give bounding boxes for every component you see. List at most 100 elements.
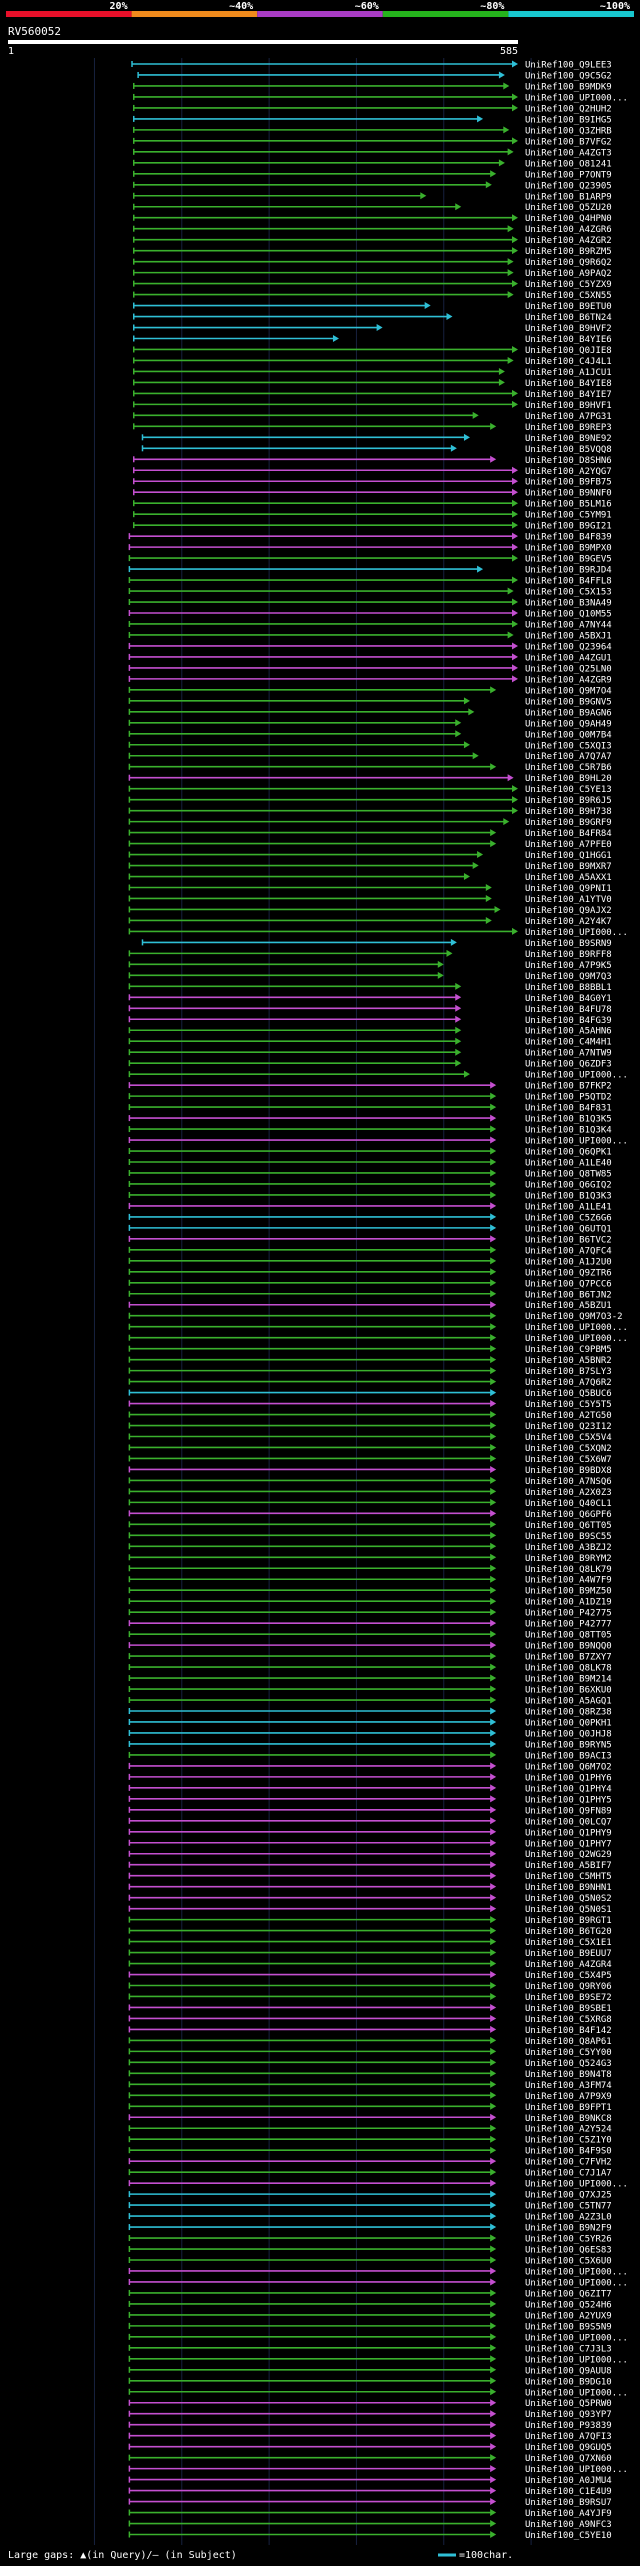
hit-label[interactable]: UniRef100_A5BNR2 — [525, 1356, 612, 1366]
hit-row[interactable]: UniRef100_B6TVC2 — [128, 1235, 612, 1245]
hit-label[interactable]: UniRef100_B9R6J5 — [525, 796, 612, 806]
hit-row[interactable]: UniRef100_Q6M7O2 — [128, 1762, 612, 1772]
hit-label[interactable]: UniRef100_Q1PHY7 — [525, 1839, 612, 1849]
hit-label[interactable]: UniRef100_UPI000... — [525, 2278, 628, 2288]
hit-row[interactable]: UniRef100_B9MPX0 — [128, 543, 612, 554]
hit-label[interactable]: UniRef100_P42777 — [525, 1620, 612, 1630]
hit-row[interactable]: UniRef100_B9MZ50 — [128, 1586, 612, 1597]
hit-label[interactable]: UniRef100_Q5PRW0 — [525, 2399, 612, 2409]
hit-label[interactable]: UniRef100_UPI000... — [525, 1323, 628, 1333]
hit-label[interactable]: UniRef100_Q9LEE3 — [525, 61, 612, 71]
hit-label[interactable]: UniRef100_B9MDK9 — [525, 82, 612, 92]
hit-row[interactable]: UniRef100_A7QFC4 — [128, 1246, 612, 1256]
hit-row[interactable]: UniRef100_A5BIF7 — [128, 1861, 612, 1871]
hit-label[interactable]: UniRef100_Q6UTQ1 — [525, 1224, 612, 1234]
hit-label[interactable]: UniRef100_Q3ZHRB — [525, 126, 612, 136]
hit-row[interactable]: UniRef100_Q93YP7 — [128, 2410, 612, 2420]
hit-row[interactable]: UniRef100_A4YJF9 — [128, 2509, 612, 2519]
hit-label[interactable]: UniRef100_B9SRN9 — [525, 939, 612, 949]
hit-row[interactable]: UniRef100_A2YQG7 — [133, 466, 612, 477]
hit-label[interactable]: UniRef100_Q9M7Q3 — [525, 972, 612, 982]
hit-label[interactable]: UniRef100_Q5ZU20 — [525, 203, 612, 213]
hit-row[interactable]: UniRef100_A7Q7A7 — [128, 752, 612, 762]
hit-row[interactable]: UniRef100_B9M214 — [128, 1674, 612, 1685]
hit-row[interactable]: UniRef100_C7J1A7 — [128, 2168, 612, 2179]
hit-row[interactable]: UniRef100_B9SBE1 — [128, 2003, 612, 2014]
hit-row[interactable]: UniRef100_C5X4P5 — [128, 1971, 612, 1981]
hit-label[interactable]: UniRef100_C5YE13 — [525, 785, 612, 795]
hit-row[interactable]: UniRef100_A1LE40 — [128, 1158, 612, 1169]
hit-row[interactable]: UniRef100_UPI000... — [128, 2355, 628, 2365]
hit-label[interactable]: UniRef100_Q1PHY4 — [525, 1784, 612, 1794]
hit-row[interactable]: UniRef100_P42775 — [128, 1608, 612, 1619]
hit-row[interactable]: UniRef100_C5XQI3 — [128, 741, 612, 751]
hit-row[interactable]: UniRef100_B4FR84 — [128, 829, 612, 839]
hit-label[interactable]: UniRef100_UPI000... — [525, 2180, 628, 2190]
hit-row[interactable]: UniRef100_A1LE41 — [128, 1202, 612, 1212]
hit-row[interactable]: UniRef100_B5VQQ8 — [141, 444, 612, 455]
hit-label[interactable]: UniRef100_Q5N0S1 — [525, 1905, 612, 1915]
hit-row[interactable]: UniRef100_A2Y4K7 — [128, 916, 612, 927]
hit-row[interactable]: UniRef100_B9SC55 — [128, 1531, 612, 1542]
hit-row[interactable]: UniRef100_A5AGQ1 — [128, 1696, 612, 1707]
hit-label[interactable]: UniRef100_B1ARP9 — [525, 192, 612, 202]
hit-label[interactable]: UniRef100_C5TN77 — [525, 2202, 612, 2212]
hit-label[interactable]: UniRef100_Q9R6Q2 — [525, 258, 612, 268]
hit-label[interactable]: UniRef100_Q23I12 — [525, 1422, 612, 1432]
hit-label[interactable]: UniRef100_B3NA49 — [525, 599, 612, 609]
hit-label[interactable]: UniRef100_UPI000... — [525, 2355, 628, 2365]
hit-row[interactable]: UniRef100_A7NY44 — [128, 620, 612, 630]
hit-label[interactable]: UniRef100_B6TN24 — [525, 313, 612, 323]
hit-row[interactable]: UniRef100_A9PAQ2 — [133, 269, 612, 279]
hit-row[interactable]: UniRef100_C5YE13 — [128, 785, 612, 795]
hit-label[interactable]: UniRef100_Q2HUH2 — [525, 104, 612, 114]
hit-row[interactable]: UniRef100_A2X0Z3 — [128, 1487, 612, 1498]
hit-label[interactable]: UniRef100_Q9FN89 — [525, 1806, 612, 1816]
hit-row[interactable]: UniRef100_D8SHN6 — [133, 455, 612, 466]
hit-label[interactable]: UniRef100_Q9AJX2 — [525, 906, 612, 916]
hit-row[interactable]: UniRef100_P93839 — [128, 2421, 612, 2431]
hit-row[interactable]: UniRef100_B5LM16 — [133, 499, 612, 510]
hit-label[interactable]: UniRef100_Q0JIE8 — [525, 346, 612, 356]
hit-label[interactable]: UniRef100_B4YIE6 — [525, 335, 612, 345]
hit-row[interactable]: UniRef100_B4YIE7 — [133, 389, 612, 400]
hit-label[interactable]: UniRef100_B9ACI3 — [525, 1751, 612, 1761]
hit-label[interactable]: UniRef100_Q6ZDF3 — [525, 1060, 612, 1070]
hit-row[interactable]: UniRef100_Q9ZTR6 — [128, 1268, 612, 1278]
hit-label[interactable]: UniRef100_A4ZGT3 — [525, 148, 612, 158]
hit-label[interactable]: UniRef100_B9N2F9 — [525, 2224, 612, 2234]
hit-row[interactable]: UniRef100_B4F839 — [128, 532, 612, 543]
hit-row[interactable]: UniRef100_B9HL20 — [128, 774, 612, 784]
hit-label[interactable]: UniRef100_A5BXJ1 — [525, 631, 612, 641]
hit-row[interactable]: UniRef100_C1E4U9 — [128, 2487, 612, 2497]
hit-row[interactable]: UniRef100_B9HVF2 — [133, 324, 612, 334]
hit-row[interactable]: UniRef100_B9RFF8 — [128, 949, 612, 960]
hit-row[interactable]: UniRef100_Q9M7Q3 — [128, 971, 612, 982]
hit-label[interactable]: UniRef100_O81241 — [525, 159, 612, 169]
hit-label[interactable]: UniRef100_B9NKC8 — [525, 2114, 612, 2124]
hit-label[interactable]: UniRef100_Q1PHY9 — [525, 1828, 612, 1838]
hit-label[interactable]: UniRef100_B7VFG2 — [525, 137, 612, 147]
hit-row[interactable]: UniRef100_Q8LK78 — [128, 1663, 612, 1674]
hit-row[interactable]: UniRef100_A1JCU1 — [133, 367, 612, 378]
hit-row[interactable]: UniRef100_Q6ES83 — [128, 2245, 612, 2256]
hit-label[interactable]: UniRef100_B8BBL1 — [525, 983, 612, 993]
hit-row[interactable]: UniRef100_Q524G3 — [128, 2058, 612, 2069]
hit-label[interactable]: UniRef100_B9BDX8 — [525, 1466, 612, 1476]
hit-row[interactable]: UniRef100_B1Q3K5 — [128, 1114, 612, 1125]
hit-row[interactable]: UniRef100_Q9M7O4 — [128, 686, 612, 696]
hit-row[interactable]: UniRef100_A7NTW9 — [128, 1048, 612, 1059]
hit-row[interactable]: UniRef100_Q6QPK1 — [128, 1147, 612, 1158]
hit-row[interactable]: UniRef100_C5Z1Y0 — [128, 2135, 612, 2146]
hit-row[interactable]: UniRef100_Q7PCC6 — [128, 1279, 612, 1289]
hit-row[interactable]: UniRef100_C5XRG8 — [128, 2014, 612, 2025]
hit-label[interactable]: UniRef100_A9NFC3 — [525, 2520, 612, 2530]
hit-row[interactable]: UniRef100_C5X6U0 — [128, 2256, 612, 2267]
hit-label[interactable]: UniRef100_Q6GPF6 — [525, 1510, 612, 1520]
hit-row[interactable]: UniRef100_B9R6J5 — [128, 796, 612, 806]
hit-label[interactable]: UniRef100_Q9M7O4 — [525, 686, 612, 696]
hit-row[interactable]: UniRef100_B9NHN1 — [128, 1883, 612, 1893]
hit-label[interactable]: UniRef100_C1E4U9 — [525, 2487, 612, 2497]
hit-label[interactable]: UniRef100_Q8LK79 — [525, 1565, 612, 1575]
hit-row[interactable]: UniRef100_C5X6W7 — [128, 1454, 612, 1465]
